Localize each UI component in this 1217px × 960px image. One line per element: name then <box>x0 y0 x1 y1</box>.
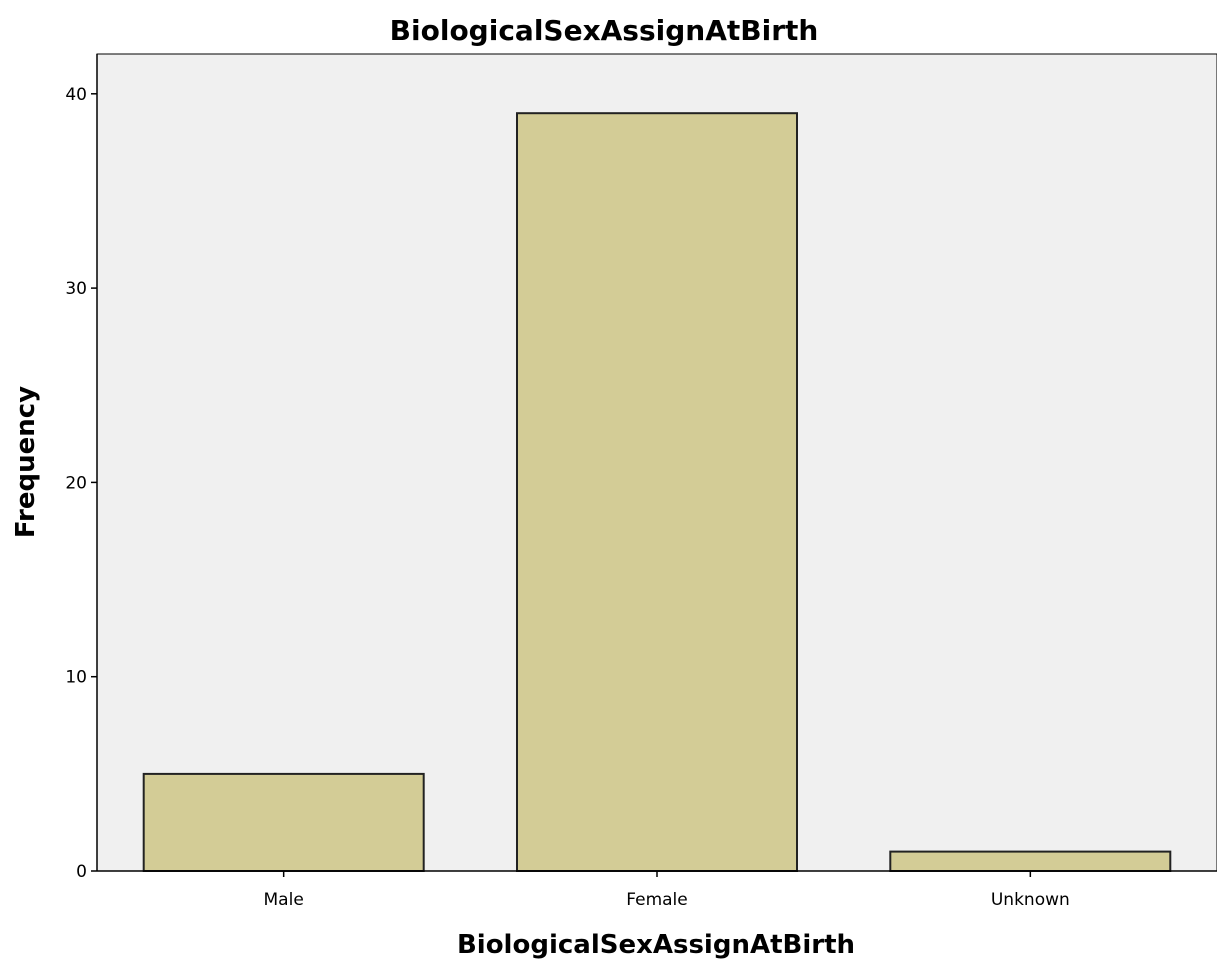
y-tick-label: 10 <box>65 668 87 688</box>
y-tick-label: 20 <box>65 473 87 493</box>
x-tick-label: Female <box>626 890 687 910</box>
x-tick-label: Unknown <box>991 890 1070 910</box>
bar-female <box>516 112 798 872</box>
y-axis-title: Frequency <box>11 386 41 538</box>
y-tick-label: 0 <box>76 862 87 882</box>
chart-title: BiologicalSexAssignAtBirth <box>390 14 819 47</box>
y-tick-label: 40 <box>65 85 87 105</box>
bar-unknown <box>889 850 1172 872</box>
x-tick-label: Male <box>264 890 304 910</box>
y-tick-label: 30 <box>65 279 87 299</box>
bar-male <box>142 772 425 873</box>
x-axis-title: BiologicalSexAssignAtBirth <box>457 930 855 960</box>
